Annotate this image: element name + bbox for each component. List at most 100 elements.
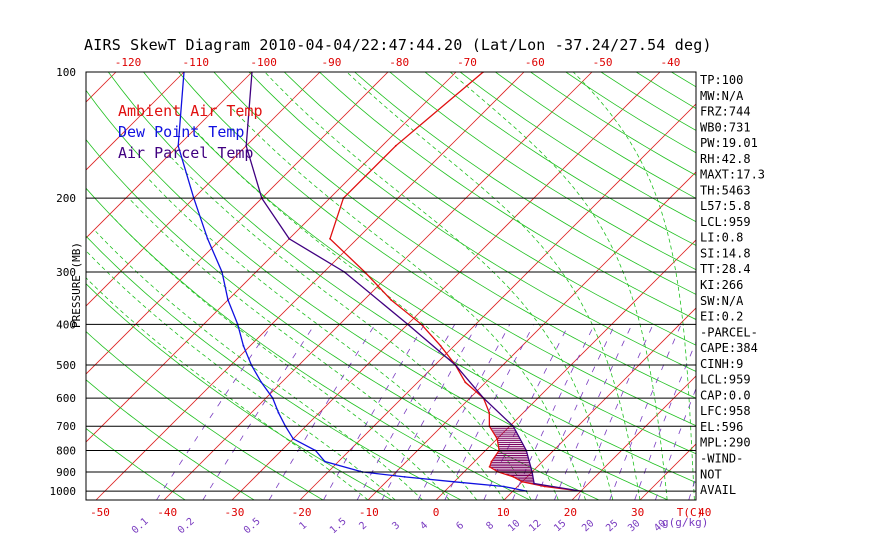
dry-adiabat-line xyxy=(847,72,870,500)
mixing-ratio-line xyxy=(554,324,633,500)
mixing-ratio-unit: g(g/kg) xyxy=(662,516,708,529)
stat-label: WB0:731 xyxy=(700,120,751,134)
mixing-ratio-label: 1.5 xyxy=(328,516,349,536)
bottom-axis-tick-label: -20 xyxy=(292,506,312,519)
series-point xyxy=(488,465,491,468)
isotherm-line xyxy=(367,171,696,500)
series-line-ambient-air-temp xyxy=(329,72,581,492)
mixing-ratio-line xyxy=(202,324,316,500)
pressure-tick-label: 400 xyxy=(56,318,76,331)
mixing-ratio-line xyxy=(534,324,616,500)
series-point xyxy=(260,381,263,384)
series-point xyxy=(245,144,248,147)
dry-adiabat-line xyxy=(742,72,870,500)
mixing-ratio-label: 0.2 xyxy=(176,516,197,536)
isotherm-line xyxy=(86,72,457,443)
mixing-ratio-line xyxy=(634,340,696,500)
stat-label: RH:42.8 xyxy=(700,152,751,166)
series-point xyxy=(503,485,505,488)
bottom-axis-tick-label: 20 xyxy=(564,506,577,519)
legend-entry: Dew Point Temp xyxy=(118,123,244,141)
bottom-axis-tick-label: 0 xyxy=(433,506,440,519)
stat-label: SW:N/A xyxy=(700,294,744,308)
dry-adiabat-line xyxy=(178,72,696,427)
dry-adiabat-line xyxy=(319,72,696,320)
mixing-ratio-label: 2 xyxy=(357,520,369,532)
series-point xyxy=(512,476,515,478)
moist-adiabat-line xyxy=(111,215,450,500)
stat-label: -WIND- xyxy=(700,451,743,465)
pressure-tick-label: 1000 xyxy=(50,485,77,498)
dry-adiabat-line xyxy=(86,235,462,500)
stat-label: CAPE:384 xyxy=(700,341,758,355)
bottom-axis-unit: T(C) xyxy=(677,506,704,519)
dry-adiabat-line xyxy=(248,72,696,372)
stat-label: SI:14.8 xyxy=(700,246,751,260)
series-point xyxy=(403,476,406,478)
series-point xyxy=(227,299,229,301)
bottom-axis-tick-label: 10 xyxy=(497,506,510,519)
moist-adiabat-line xyxy=(572,72,695,500)
top-axis-tick-label: -120 xyxy=(115,56,142,69)
stat-label: LFC:958 xyxy=(700,404,751,418)
bottom-axis-tick-label: 30 xyxy=(631,506,644,519)
mixing-ratio-line xyxy=(444,324,535,500)
stat-label: AVAIL xyxy=(700,483,736,497)
pressure-tick-label: 300 xyxy=(56,266,76,279)
series-point xyxy=(488,411,491,414)
dry-adiabat-line xyxy=(107,72,696,484)
top-axis-tick-label: -40 xyxy=(660,56,680,69)
dry-adiabat-line xyxy=(283,72,696,346)
isotherm-line xyxy=(86,72,117,103)
isotherm-line xyxy=(299,103,696,500)
mixing-ratio-label: 3 xyxy=(390,520,402,532)
mixing-ratio-label: 6 xyxy=(454,520,466,532)
series-point xyxy=(533,482,535,485)
stat-label: CAP:0.0 xyxy=(700,388,751,402)
series-point xyxy=(177,144,180,147)
legend-entry: Air Parcel Temp xyxy=(118,144,253,162)
dry-adiabat-line xyxy=(86,89,669,500)
isotherm-line xyxy=(435,239,696,500)
dry-adiabat-line xyxy=(389,72,696,271)
mixing-ratio-line xyxy=(609,324,682,500)
pressure-tick-label: 900 xyxy=(56,466,76,479)
dry-adiabat-line xyxy=(812,72,870,500)
bottom-axis-tick-label: -30 xyxy=(224,506,244,519)
series-point xyxy=(453,480,456,483)
stat-label: L57:5.8 xyxy=(700,199,751,213)
mixing-ratio-line xyxy=(417,324,511,500)
stat-label: -PARCEL- xyxy=(700,325,758,339)
mixing-ratio-line xyxy=(268,324,376,500)
dry-adiabat-line xyxy=(213,72,696,399)
stat-label: LCL:959 xyxy=(700,373,751,387)
series-point xyxy=(390,299,393,301)
isotherm-line xyxy=(95,72,525,500)
moist-adiabat-line xyxy=(86,250,396,500)
moist-adiabat-line xyxy=(86,277,369,500)
series-point xyxy=(394,144,397,147)
top-axis-tick-label: -110 xyxy=(183,56,210,69)
stat-label: EL:596 xyxy=(700,420,743,434)
stat-label: CINH:9 xyxy=(700,357,743,371)
isotherm-line xyxy=(86,72,321,307)
dry-adiabat-line xyxy=(86,283,393,500)
pressure-tick-label: 700 xyxy=(56,420,76,433)
series-point xyxy=(292,437,295,440)
series-point xyxy=(206,237,209,240)
mixing-ratio-label: 0.5 xyxy=(242,516,263,536)
pressure-tick-label: 200 xyxy=(56,192,76,205)
stat-label: NOT xyxy=(700,467,722,481)
series-point xyxy=(543,485,546,488)
series-point xyxy=(490,460,493,463)
mixing-ratio-label: 30 xyxy=(626,518,642,534)
mixing-ratio-label: 0.1 xyxy=(130,516,151,536)
series-line-air-parcel-temp xyxy=(245,72,582,492)
stat-label: PW:19.01 xyxy=(700,136,758,150)
pressure-tick-label: 600 xyxy=(56,392,76,405)
isotherm-line xyxy=(86,72,185,171)
mixing-ratio-line xyxy=(156,324,273,500)
isotherm-line xyxy=(776,72,870,500)
mixing-ratio-line xyxy=(512,324,595,500)
